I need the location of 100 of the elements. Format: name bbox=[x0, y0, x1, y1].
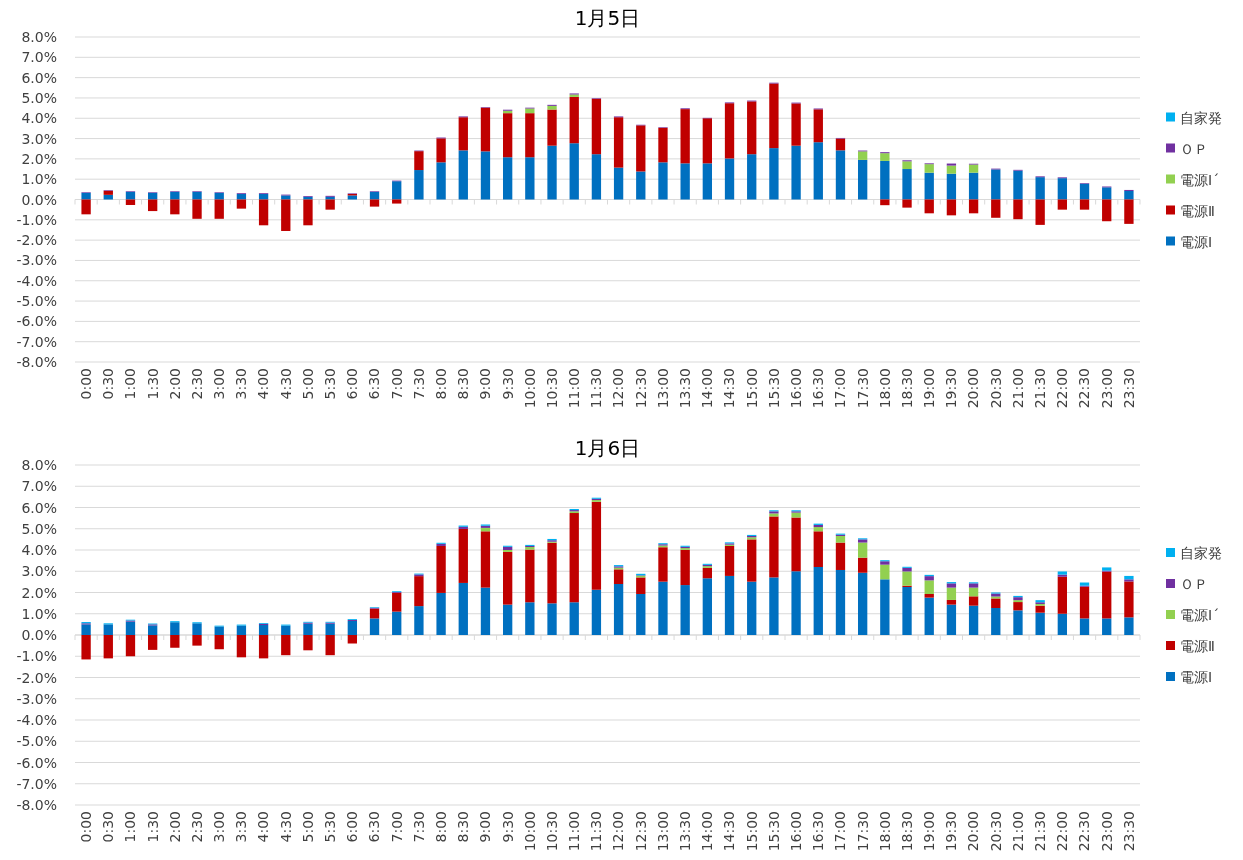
x-tick-label: 6:30 bbox=[366, 368, 383, 400]
x-tick-label: 19:00 bbox=[921, 368, 938, 409]
x-tick-label: 10:30 bbox=[543, 368, 560, 409]
y-tick-label: -3.0% bbox=[16, 252, 57, 269]
x-tick-label: 0:30 bbox=[100, 811, 117, 843]
x-tick-label: 14:30 bbox=[721, 368, 738, 409]
y-tick-label: -5.0% bbox=[16, 733, 57, 750]
legend-label: 電源Ⅰ´ bbox=[1180, 171, 1220, 188]
x-tick-label: 9:00 bbox=[477, 811, 494, 843]
x-tick-label: 14:30 bbox=[721, 811, 738, 852]
x-tick-label: 5:30 bbox=[322, 368, 339, 400]
x-tick-label: 8:30 bbox=[455, 811, 472, 843]
legend-label: 電源Ⅰ bbox=[1180, 669, 1213, 685]
x-tick-label: 11:30 bbox=[588, 368, 605, 409]
x-tick-label: 10:30 bbox=[543, 811, 560, 852]
y-tick-label: -6.0% bbox=[16, 754, 57, 771]
y-tick-label: -1.0% bbox=[16, 648, 57, 665]
chart-title: 1月6日 bbox=[574, 436, 641, 460]
x-tick-label: 16:00 bbox=[787, 811, 804, 852]
x-tick-label: 7:30 bbox=[410, 368, 427, 400]
y-tick-label: 8.0% bbox=[21, 29, 57, 45]
y-tick-label: 5.0% bbox=[21, 520, 57, 537]
x-tick-label: 4:30 bbox=[277, 368, 294, 400]
x-tick-label: 8:30 bbox=[455, 368, 472, 400]
x-tick-label: 5:00 bbox=[299, 368, 316, 400]
x-tick-label: 3:30 bbox=[233, 811, 250, 843]
x-tick-label: 1:30 bbox=[144, 811, 161, 843]
x-tick-label: 14:00 bbox=[699, 368, 716, 409]
x-tick-label: 12:00 bbox=[610, 368, 627, 409]
x-tick-label: 8:00 bbox=[432, 811, 449, 843]
x-tick-label: 12:30 bbox=[632, 811, 649, 852]
x-tick-label: 17:30 bbox=[854, 811, 871, 852]
y-tick-label: -4.0% bbox=[16, 272, 57, 289]
x-tick-label: 7:00 bbox=[388, 368, 405, 400]
x-tick-label: 17:00 bbox=[832, 811, 849, 852]
y-tick-label: -8.0% bbox=[16, 354, 57, 370]
x-tick-label: 5:00 bbox=[299, 811, 316, 843]
x-tick-label: 7:00 bbox=[388, 811, 405, 843]
x-tick-label: 13:30 bbox=[677, 811, 694, 852]
x-tick-label: 23:00 bbox=[1098, 811, 1115, 852]
x-tick-label: 4:00 bbox=[255, 368, 272, 400]
y-tick-label: 2.0% bbox=[21, 584, 57, 601]
x-tick-label: 23:30 bbox=[1120, 811, 1137, 852]
x-tick-label: 18:00 bbox=[876, 811, 893, 852]
y-tick-label: 8.0% bbox=[21, 457, 57, 473]
legend-label: 自家発 bbox=[1180, 109, 1222, 126]
x-tick-label: 17:00 bbox=[832, 368, 849, 409]
y-tick-label: -7.0% bbox=[16, 775, 57, 792]
x-tick-label: 4:30 bbox=[277, 811, 294, 843]
x-tick-label: 6:00 bbox=[344, 811, 361, 843]
x-tick-label: 15:30 bbox=[765, 368, 782, 409]
x-tick-label: 15:00 bbox=[743, 368, 760, 409]
y-tick-label: 6.0% bbox=[21, 69, 57, 86]
x-tick-label: 11:30 bbox=[588, 811, 605, 852]
x-tick-label: 10:00 bbox=[521, 811, 538, 852]
x-tick-label: 11:00 bbox=[566, 811, 583, 852]
x-tick-label: 15:00 bbox=[743, 811, 760, 852]
y-tick-label: 1.0% bbox=[21, 605, 57, 622]
x-tick-label: 2:00 bbox=[166, 368, 183, 400]
x-tick-label: 6:00 bbox=[344, 368, 361, 400]
x-tick-label: 22:30 bbox=[1076, 368, 1093, 409]
x-tick-label: 8:00 bbox=[432, 368, 449, 400]
x-tick-label: 16:30 bbox=[810, 368, 827, 409]
x-tick-label: 2:30 bbox=[188, 811, 205, 843]
legend-label: ＯＰ bbox=[1180, 140, 1208, 157]
y-tick-label: -2.0% bbox=[16, 669, 57, 686]
legend-label: ＯＰ bbox=[1180, 576, 1208, 592]
y-tick-label: 7.0% bbox=[21, 478, 57, 495]
x-tick-label: 21:00 bbox=[1009, 368, 1026, 409]
x-tick-label: 10:00 bbox=[521, 368, 538, 409]
y-tick-label: 0.0% bbox=[21, 191, 57, 208]
x-tick-label: 12:00 bbox=[610, 811, 627, 852]
x-tick-label: 4:00 bbox=[255, 811, 272, 843]
x-tick-label: 21:30 bbox=[1032, 368, 1049, 409]
x-tick-label: 3:00 bbox=[211, 811, 228, 843]
y-tick-label: 0.0% bbox=[21, 627, 57, 643]
x-tick-label: 15:30 bbox=[765, 811, 782, 852]
x-tick-label: 18:30 bbox=[898, 368, 915, 409]
x-tick-label: 3:00 bbox=[211, 368, 228, 400]
x-tick-label: 23:00 bbox=[1098, 368, 1115, 409]
y-tick-label: 4.0% bbox=[21, 110, 57, 127]
y-tick-label: -4.0% bbox=[16, 712, 57, 728]
y-tick-label: 4.0% bbox=[21, 542, 57, 558]
chart-title: 1月5日 bbox=[574, 6, 641, 30]
legend-label: 自家発 bbox=[1180, 545, 1222, 561]
y-tick-label: 3.0% bbox=[21, 130, 57, 147]
x-tick-label: 5:30 bbox=[322, 811, 339, 843]
y-tick-label: 6.0% bbox=[21, 499, 57, 516]
x-tick-label: 19:30 bbox=[943, 368, 960, 409]
legend-label: 電源Ⅰ´ bbox=[1180, 607, 1220, 623]
x-tick-label: 20:30 bbox=[987, 368, 1004, 409]
x-tick-label: 1:00 bbox=[122, 368, 139, 400]
x-tick-label: 14:00 bbox=[699, 811, 716, 852]
x-tick-label: 0:00 bbox=[77, 368, 94, 400]
x-tick-label: 16:00 bbox=[787, 368, 804, 409]
x-tick-label: 21:00 bbox=[1009, 811, 1026, 852]
x-tick-label: 13:00 bbox=[654, 811, 671, 852]
x-tick-label: 9:00 bbox=[477, 368, 494, 400]
x-tick-label: 13:30 bbox=[677, 368, 694, 409]
x-tick-label: 1:30 bbox=[144, 368, 161, 400]
